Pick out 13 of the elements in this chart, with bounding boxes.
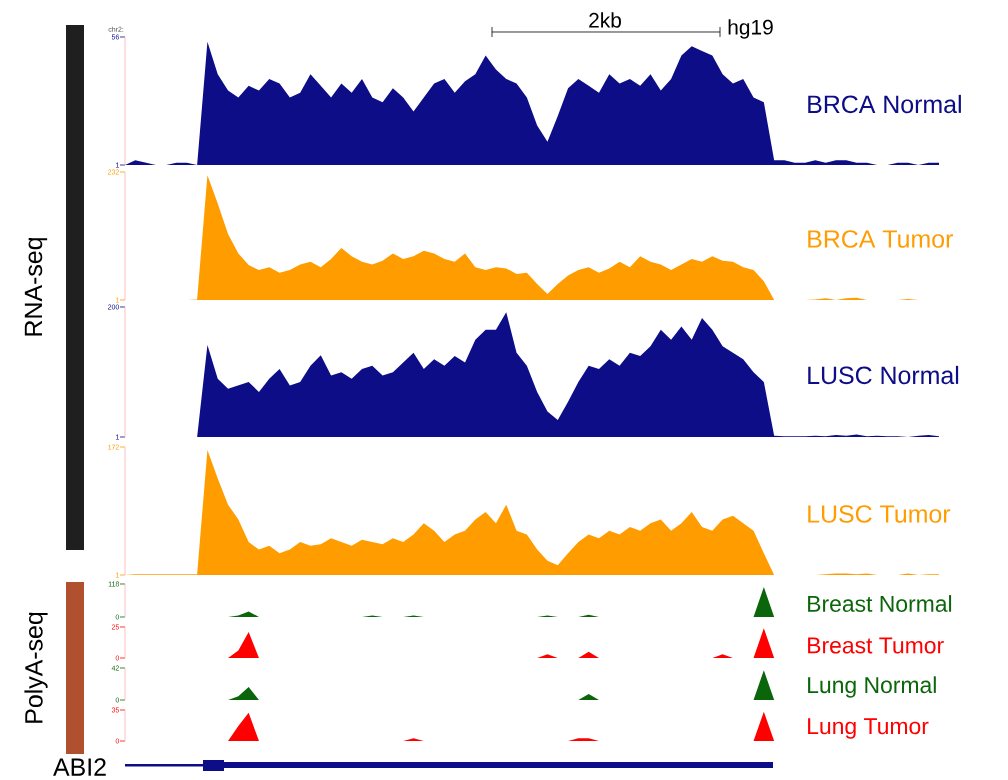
text: LUSC Tumor bbox=[808, 505, 951, 523]
series-label: LUSC Normal bbox=[808, 365, 959, 385]
text: ABI2 bbox=[53, 758, 106, 776]
series-label: Lung Normal bbox=[808, 676, 936, 698]
annotation: hg19 bbox=[728, 19, 773, 39]
text: 2kb bbox=[589, 12, 621, 28]
series-label: Lung Tumor bbox=[808, 718, 929, 739]
text: RNA-seq bbox=[24, 238, 48, 336]
text: PolyA-seq bbox=[24, 612, 48, 723]
text: BRCA Tumor bbox=[808, 230, 953, 248]
series-label: Breast Normal bbox=[808, 595, 952, 612]
series-label: BRCA Normal bbox=[808, 94, 961, 114]
series-label: Breast Tumor bbox=[808, 637, 944, 654]
